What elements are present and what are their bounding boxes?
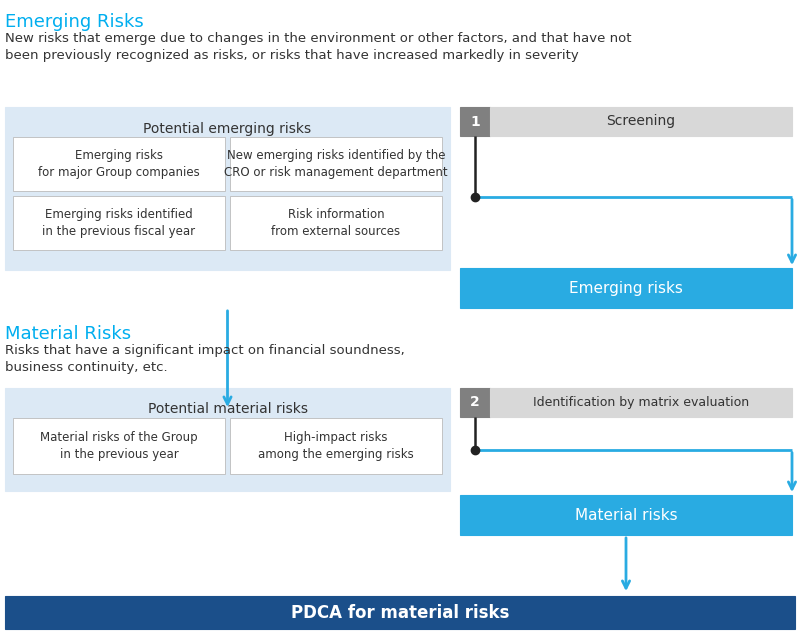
Bar xyxy=(230,137,442,191)
Text: Risks that have a significant impact on financial soundness,
business continuity: Risks that have a significant impact on … xyxy=(5,344,405,374)
Text: Screening: Screening xyxy=(606,114,675,128)
Bar xyxy=(490,107,792,136)
Bar xyxy=(5,388,450,491)
Text: Material risks of the Group
in the previous year: Material risks of the Group in the previ… xyxy=(40,431,198,461)
Text: Emerging risks identified
in the previous fiscal year: Emerging risks identified in the previou… xyxy=(42,208,195,238)
Bar xyxy=(5,107,450,270)
Text: Material Risks: Material Risks xyxy=(5,325,131,343)
Bar xyxy=(490,388,792,417)
Bar xyxy=(460,107,490,136)
Bar xyxy=(460,268,792,308)
Text: High-impact risks
among the emerging risks: High-impact risks among the emerging ris… xyxy=(258,431,414,461)
Text: Material risks: Material risks xyxy=(574,507,678,523)
Text: Identification by matrix evaluation: Identification by matrix evaluation xyxy=(533,396,749,409)
Bar xyxy=(460,495,792,535)
Bar xyxy=(230,196,442,250)
Text: Emerging Risks: Emerging Risks xyxy=(5,13,144,31)
Text: 2: 2 xyxy=(470,396,480,410)
Text: Emerging risks: Emerging risks xyxy=(569,281,683,296)
Bar xyxy=(5,596,795,629)
Text: Potential material risks: Potential material risks xyxy=(147,402,307,416)
Text: Risk information
from external sources: Risk information from external sources xyxy=(271,208,401,238)
Text: 1: 1 xyxy=(470,114,480,128)
Bar xyxy=(13,137,225,191)
Bar xyxy=(13,196,225,250)
Text: New emerging risks identified by the
CRO or risk management department: New emerging risks identified by the CRO… xyxy=(224,149,448,179)
Text: New risks that emerge due to changes in the environment or other factors, and th: New risks that emerge due to changes in … xyxy=(5,32,631,62)
Bar xyxy=(460,388,490,417)
Bar xyxy=(230,418,442,474)
Text: PDCA for material risks: PDCA for material risks xyxy=(291,604,509,621)
Bar xyxy=(13,418,225,474)
Text: Potential emerging risks: Potential emerging risks xyxy=(143,122,311,136)
Text: Emerging risks
for major Group companies: Emerging risks for major Group companies xyxy=(38,149,200,179)
